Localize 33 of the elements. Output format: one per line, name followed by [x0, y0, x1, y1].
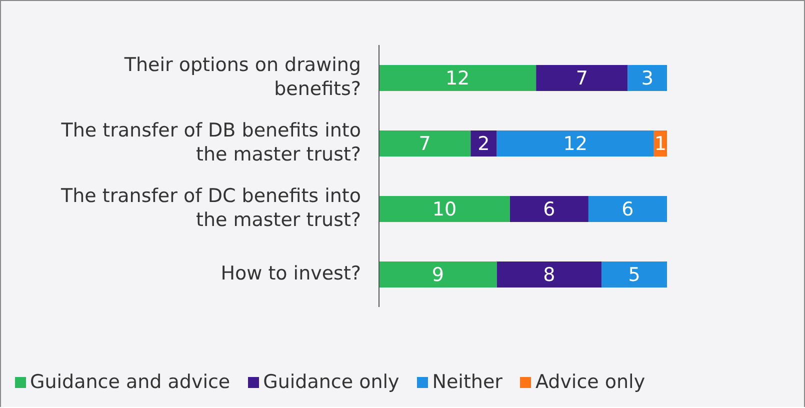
data-label: 8: [543, 264, 556, 286]
y-tick-label: The transfer of DB benefits into the master trust?: [60, 119, 361, 166]
bar: [510, 196, 588, 222]
data-label: 10: [432, 198, 457, 221]
data-label: 12: [445, 68, 470, 90]
bar: [496, 262, 602, 288]
data-label: 7: [418, 133, 431, 156]
data-label: 1: [654, 133, 666, 156]
data-label: 2: [478, 133, 490, 156]
legend-label: Advice only: [535, 371, 646, 393]
bar: [470, 130, 497, 156]
data-label: 5: [628, 264, 640, 286]
bar: [602, 262, 667, 288]
bar: [628, 65, 667, 91]
legend-label: Neither: [432, 371, 502, 393]
y-tick-label: How to invest?: [220, 262, 361, 284]
bar: [379, 130, 471, 156]
legend-label: Guidance and advice: [30, 371, 230, 393]
data-label: 9: [432, 264, 444, 286]
bar: [496, 130, 654, 156]
bar: [379, 196, 510, 222]
data-label: 7: [576, 68, 588, 90]
data-label: 3: [641, 68, 654, 90]
bar: [379, 65, 536, 91]
legend-label: Guidance only: [263, 371, 400, 393]
data-label: 12: [563, 133, 588, 156]
data-label: 6: [622, 198, 634, 221]
y-tick-label: Their options on drawing benefits?: [123, 54, 361, 100]
data-label: 6: [543, 198, 556, 221]
bar: [379, 262, 497, 288]
y-tick-label: The transfer of DC benefits into the master trust?: [60, 184, 361, 231]
bar: [536, 65, 628, 91]
bar: [588, 196, 667, 222]
